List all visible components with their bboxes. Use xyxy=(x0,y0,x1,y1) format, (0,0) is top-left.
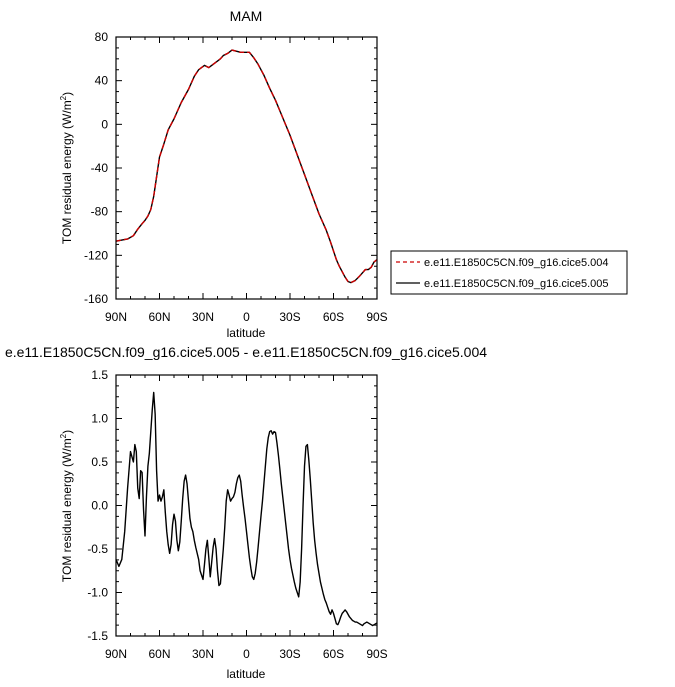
y-tick-label: 40 xyxy=(95,74,109,88)
y-tick-label: -1.5 xyxy=(87,629,108,643)
x-tick-label: 30N xyxy=(192,647,214,661)
legend-label-005: e.e11.E1850C5CN.f09_g16.cice5.005 xyxy=(424,278,609,290)
y-tick-label: -120 xyxy=(84,248,108,262)
legend-label-004: e.e11.E1850C5CN.f09_g16.cice5.004 xyxy=(424,257,609,269)
y-tick-label: 0.0 xyxy=(91,499,108,513)
x-tick-label: 90S xyxy=(366,647,387,661)
y-tick-label: -80 xyxy=(91,205,109,219)
legend-box xyxy=(390,250,628,295)
y-tick-label: 1.0 xyxy=(91,412,108,426)
y-tick-label: -40 xyxy=(91,161,109,175)
difference-line xyxy=(115,391,378,627)
x-tick-label: 30S xyxy=(279,310,300,324)
x-tick-label: 60N xyxy=(148,310,170,324)
bottom-panel: e.e11.E1850C5CN.f09_g16.cice5.005 - e.e1… xyxy=(5,344,487,681)
legend: e.e11.E1850C5CN.f09_g16.cice5.004 e.e11.… xyxy=(390,250,628,295)
x-axis-label: latitude xyxy=(227,326,266,340)
y-tick-label: 0 xyxy=(101,117,108,131)
y-tick-label: -160 xyxy=(84,292,108,306)
y-tick-label: -0.5 xyxy=(87,542,108,556)
y-tick-label: -1.0 xyxy=(87,586,108,600)
x-tick-label: 60S xyxy=(323,647,344,661)
x-axis-label: latitude xyxy=(227,667,266,681)
chart-title: MAM xyxy=(230,8,263,24)
x-tick-label: 90N xyxy=(105,310,127,324)
series-line-004 xyxy=(115,49,378,284)
y-axis-label: TOM residual energy (W/m2) xyxy=(59,430,74,582)
x-tick-label: 90N xyxy=(105,647,127,661)
top-panel: MAM 90N 60N 30N 0 30S 60S 90S -160 -120 -80 -40 0 40… xyxy=(59,8,628,340)
x-tick-label: 90S xyxy=(366,310,387,324)
plot-frame xyxy=(115,36,378,300)
difference-title: e.e11.E1850C5CN.f09_g16.cice5.005 - e.e1… xyxy=(5,344,487,360)
x-tick-label: 60S xyxy=(323,310,344,324)
y-tick-label: 1.5 xyxy=(91,368,108,382)
y-axis-label: TOM residual energy (W/m2) xyxy=(59,92,74,244)
x-tick-label: 0 xyxy=(243,310,250,324)
series-line-005 xyxy=(115,49,378,284)
y-tick-label: 80 xyxy=(95,30,109,44)
x-tick-label: 30N xyxy=(192,310,214,324)
y-tick-label: 0.5 xyxy=(91,455,108,469)
x-tick-label: 30S xyxy=(279,647,300,661)
x-tick-label: 0 xyxy=(243,647,250,661)
x-tick-label: 60N xyxy=(148,647,170,661)
